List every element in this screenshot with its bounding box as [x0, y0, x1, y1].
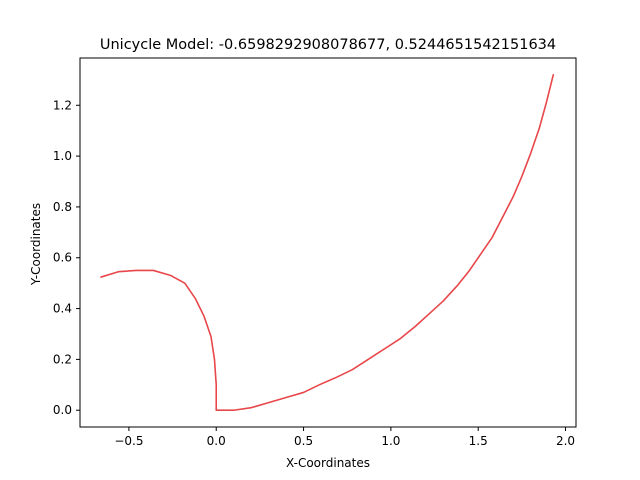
x-tick-label: 1.0: [381, 434, 400, 448]
axes-frame: [79, 57, 577, 428]
y-axis-label: Y-Coordinates: [29, 203, 43, 286]
x-tick-label: 2.0: [556, 434, 575, 448]
trajectory-line: [100, 73, 555, 412]
x-tick-label: 1.5: [469, 434, 488, 448]
y-tick-label: 1.2: [53, 98, 72, 112]
x-tick-label: −0.5: [114, 434, 143, 448]
x-tick-label: 0.5: [294, 434, 313, 448]
y-tick-label: 0.4: [53, 302, 72, 316]
x-tick-label: 0.0: [207, 434, 226, 448]
y-tick-label: 0.0: [53, 403, 72, 417]
y-tick-label: 1.0: [53, 149, 72, 163]
y-tick-label: 0.6: [53, 251, 72, 265]
y-tick-label: 0.2: [53, 352, 72, 366]
y-tick-label: 0.8: [53, 200, 72, 214]
chart-title: Unicycle Model: -0.6598292908078677, 0.5…: [100, 37, 556, 53]
y-axis-ticks: 0.0 0.2 0.4 0.6 0.8 1.0 1.2: [53, 98, 80, 417]
x-axis-label: X-Coordinates: [286, 456, 370, 470]
x-axis-ticks: −0.5 0.0 0.5 1.0 1.5 2.0: [114, 427, 575, 448]
